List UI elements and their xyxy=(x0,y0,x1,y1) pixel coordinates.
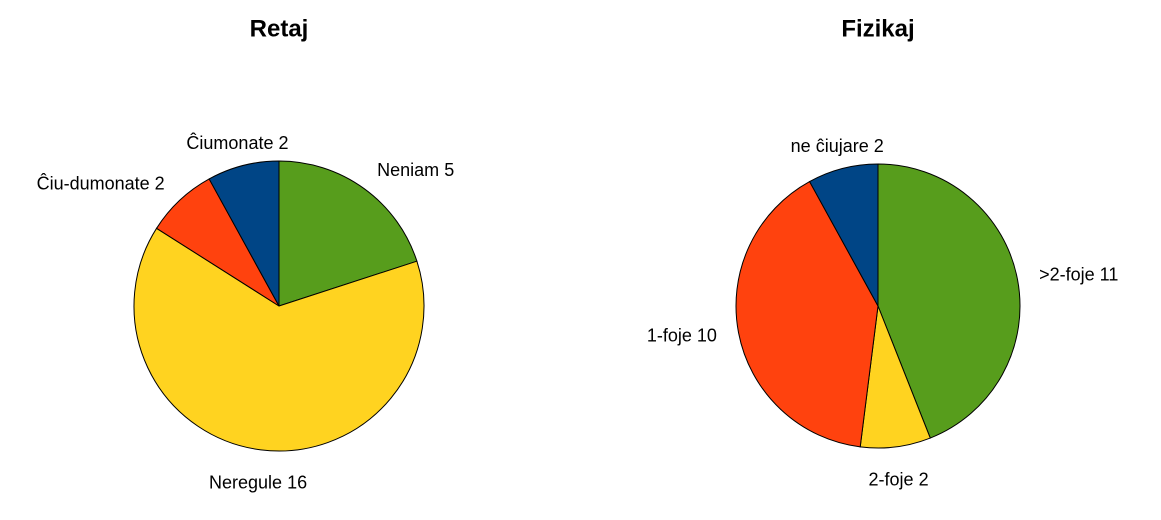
slice-label: 2-foje 2 xyxy=(869,469,929,489)
slice-value: 10 xyxy=(697,325,717,345)
slice-category: 2-foje xyxy=(869,469,914,489)
slice-label: Neregule 16 xyxy=(209,472,307,492)
pie-slice xyxy=(133,227,425,452)
pie-slice xyxy=(808,163,879,307)
slice-value: 2 xyxy=(919,469,929,489)
slice-value: 2 xyxy=(278,133,288,153)
pie-slice xyxy=(278,160,418,307)
slice-category: Neniam xyxy=(377,160,439,180)
slice-label: >2-foje 11 xyxy=(1039,264,1118,284)
slice-value: 5 xyxy=(444,160,454,180)
slice-category: >2-foje xyxy=(1039,264,1095,284)
slice-category: ne ĉiujare xyxy=(791,136,869,156)
chart-title: Retaj xyxy=(250,15,309,42)
slice-value: 11 xyxy=(1100,264,1119,284)
slice-label: Neniam 5 xyxy=(377,160,454,180)
slice-label: Ĉiumonate 2 xyxy=(186,132,288,153)
slice-category: Ĉiumonate xyxy=(186,132,273,153)
pie-slice xyxy=(208,160,280,307)
slice-category: Neregule xyxy=(209,472,282,492)
slice-value: 16 xyxy=(287,472,307,492)
slice-category: Ĉiu-dumonate xyxy=(37,172,150,193)
pie-slice xyxy=(735,180,879,448)
pie-slice xyxy=(877,163,1021,439)
slice-label: 1-foje 10 xyxy=(647,325,717,345)
chart-title: Fizikaj xyxy=(841,15,914,42)
slice-label: Ĉiu-dumonate 2 xyxy=(37,172,165,193)
slice-value: 2 xyxy=(155,173,165,193)
slice-label: ne ĉiujare 2 xyxy=(791,136,884,156)
slice-value: 2 xyxy=(874,136,884,156)
slice-category: 1-foje xyxy=(647,325,692,345)
